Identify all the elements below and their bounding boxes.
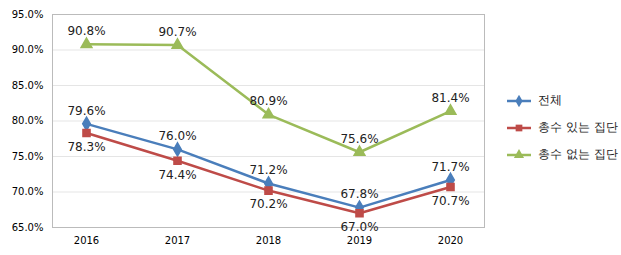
- svg-text:90.8%: 90.8%: [67, 24, 105, 38]
- svg-text:70.2%: 70.2%: [249, 197, 287, 211]
- svg-text:2017: 2017: [165, 235, 190, 246]
- svg-text:2020: 2020: [438, 235, 463, 246]
- svg-text:2018: 2018: [256, 235, 281, 246]
- svg-text:90.7%: 90.7%: [158, 25, 196, 39]
- svg-text:70.0%: 70.0%: [12, 186, 44, 197]
- svg-text:70.7%: 70.7%: [431, 194, 469, 208]
- svg-text:79.6%: 79.6%: [67, 104, 105, 118]
- svg-text:2016: 2016: [74, 235, 99, 246]
- svg-text:85.0%: 85.0%: [12, 80, 44, 91]
- svg-text:75.0%: 75.0%: [12, 151, 44, 162]
- svg-text:75.6%: 75.6%: [340, 132, 378, 146]
- svg-text:71.2%: 71.2%: [249, 163, 287, 177]
- svg-text:81.4%: 81.4%: [431, 91, 469, 105]
- html-text:총수 있는 집단: 총수 있는 집단: [538, 120, 618, 134]
- svg-text:71.7%: 71.7%: [431, 160, 469, 174]
- svg-text:80.9%: 80.9%: [249, 94, 287, 108]
- svg-text:67.0%: 67.0%: [340, 220, 378, 234]
- svg-text:80.0%: 80.0%: [12, 115, 44, 126]
- html-text:전체: 전체: [538, 93, 562, 107]
- svg-text:76.0%: 76.0%: [158, 129, 196, 143]
- svg-text:2019: 2019: [347, 235, 372, 246]
- svg-text:78.3%: 78.3%: [67, 140, 105, 154]
- svg-text:65.0%: 65.0%: [12, 222, 44, 233]
- svg-text:74.4%: 74.4%: [158, 168, 196, 182]
- html-text:총수 없는 집단: 총수 없는 집단: [538, 147, 618, 161]
- svg-text:67.8%: 67.8%: [340, 187, 378, 201]
- svg-text:95.0%: 95.0%: [12, 9, 44, 20]
- svg-text:90.0%: 90.0%: [12, 44, 44, 55]
